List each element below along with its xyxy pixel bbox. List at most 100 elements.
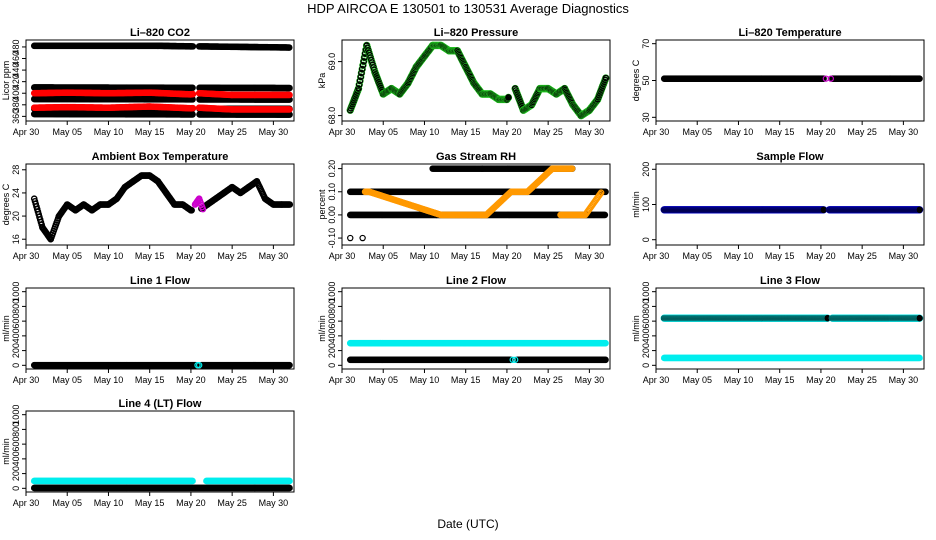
data-point: [189, 111, 196, 118]
x-tick-label: May 30: [889, 251, 919, 261]
x-tick-label: May 20: [492, 127, 522, 137]
y-tick-label: 0: [11, 363, 21, 368]
x-tick-label: Apr 30: [643, 251, 670, 261]
x-tick-label: May 15: [135, 251, 165, 261]
y-axis-label: degrees C: [631, 59, 641, 101]
y-tick-label: 420: [11, 74, 21, 89]
x-tick-label: May 15: [451, 127, 481, 137]
x-tick-label: Apr 30: [329, 251, 356, 261]
y-tick-label: 400: [11, 86, 21, 101]
y-tick-label: 70: [641, 39, 651, 49]
y-tick-label: 0: [641, 237, 651, 242]
x-tick-label: May 20: [176, 375, 206, 385]
x-tick-label: May 05: [52, 375, 82, 385]
y-tick-label: 380: [11, 97, 21, 112]
panel-rh: Gas Stream RHpercent-0.100.000.100.20Apr…: [317, 151, 611, 261]
x-tick-label: May 15: [135, 375, 165, 385]
y-tick-label: 100: [641, 197, 651, 212]
x-tick-label: May 30: [259, 375, 289, 385]
panel-title: Li–820 Pressure: [434, 27, 518, 39]
y-tick-label: 480: [11, 39, 21, 54]
x-tick-label: May 15: [451, 251, 481, 261]
data-point: [358, 65, 366, 73]
x-tick-label: Apr 30: [13, 251, 40, 261]
x-tick-label: May 10: [410, 251, 440, 261]
y-tick-label: 0.10: [327, 183, 337, 201]
x-tick-label: May 25: [217, 375, 247, 385]
data-point: [189, 90, 197, 98]
panel-title: Li–820 CO2: [130, 27, 190, 39]
series-cell-temperature: [660, 75, 923, 82]
x-tick-label: May 05: [368, 251, 398, 261]
x-tick-label: May 05: [368, 127, 398, 137]
data-point: [360, 58, 367, 65]
y-tick-label: 460: [11, 51, 21, 66]
y-axis-label: percent: [317, 189, 327, 220]
data-point: [286, 84, 293, 92]
x-tick-label: May 30: [889, 127, 919, 137]
x-tick-label: May 05: [682, 251, 712, 261]
x-tick-label: Apr 30: [13, 127, 40, 137]
data-point: [189, 104, 197, 112]
x-tick-label: May 10: [94, 251, 124, 261]
x-tick-label: May 10: [94, 127, 124, 137]
y-axis-label: degrees C: [1, 183, 11, 225]
panel-title: Ambient Box Temperature: [92, 151, 229, 163]
x-tick-label: May 25: [847, 127, 877, 137]
x-tick-label: May 20: [176, 251, 206, 261]
x-tick-label: May 10: [410, 127, 440, 137]
y-tick-label: 600: [11, 314, 21, 329]
x-tick-label: May 20: [492, 251, 522, 261]
series-ambient-upper: [30, 89, 293, 99]
x-tick-label: May 05: [682, 127, 712, 137]
plot-frame: [341, 163, 611, 246]
figure-title: HDP AIRCOA E 130501 to 130531 Average Di…: [307, 1, 629, 16]
series-tank-390: [30, 95, 293, 103]
x-tick-label: May 25: [217, 251, 247, 261]
data-point: [189, 84, 196, 92]
y-tick-label: 1000: [11, 282, 21, 302]
data-point: [359, 61, 367, 69]
panel-co2: Li–820 CO2 Licor ppm360380400420440460480…: [1, 27, 295, 137]
x-tick-label: May 30: [575, 127, 605, 137]
y-tick-label: 0.00: [327, 206, 337, 224]
y-tick-label: 28: [11, 165, 21, 175]
x-tick-label: May 15: [765, 127, 795, 137]
x-tick-label: May 25: [533, 127, 563, 137]
x-tick-label: Apr 30: [643, 127, 670, 137]
y-tick-label: 20: [11, 211, 21, 221]
x-tick-label: May 25: [217, 127, 247, 137]
x-tick-label: May 05: [52, 127, 82, 137]
x-tick-label: May 20: [806, 127, 836, 137]
data-point: [285, 44, 293, 51]
y-tick-label: 0.20: [327, 160, 337, 178]
y-tick-label: 24: [11, 188, 21, 198]
data-point: [347, 234, 354, 242]
x-tick-label: May 25: [533, 251, 563, 261]
plot-frame: [25, 287, 295, 370]
y-axis-label: ml/min: [631, 191, 641, 218]
y-tick-label: -0.10: [327, 228, 337, 249]
data-point: [359, 234, 366, 242]
data-point: [357, 73, 365, 81]
y-tick-label: 69.0: [327, 53, 337, 71]
series--0-1-level: [347, 234, 366, 242]
y-tick-label: 200: [11, 343, 21, 358]
data-point: [189, 43, 197, 50]
y-axis-label: Licor ppm: [1, 61, 11, 101]
x-tick-label: Apr 30: [329, 127, 356, 137]
panel-title: Li–820 Temperature: [738, 27, 841, 39]
x-tick-label: Apr 30: [13, 375, 40, 385]
y-tick-label: 68.0: [327, 107, 337, 125]
y-tick-label: 360: [11, 109, 21, 124]
panel-title: Sample Flow: [756, 151, 824, 163]
y-tick-label: 400: [11, 328, 21, 343]
y-tick-label: 50: [641, 75, 651, 85]
series-sample-flow: [660, 206, 924, 214]
y-tick-label: 440: [11, 63, 21, 78]
plot-frame: [655, 163, 925, 246]
data-point: [286, 91, 293, 99]
